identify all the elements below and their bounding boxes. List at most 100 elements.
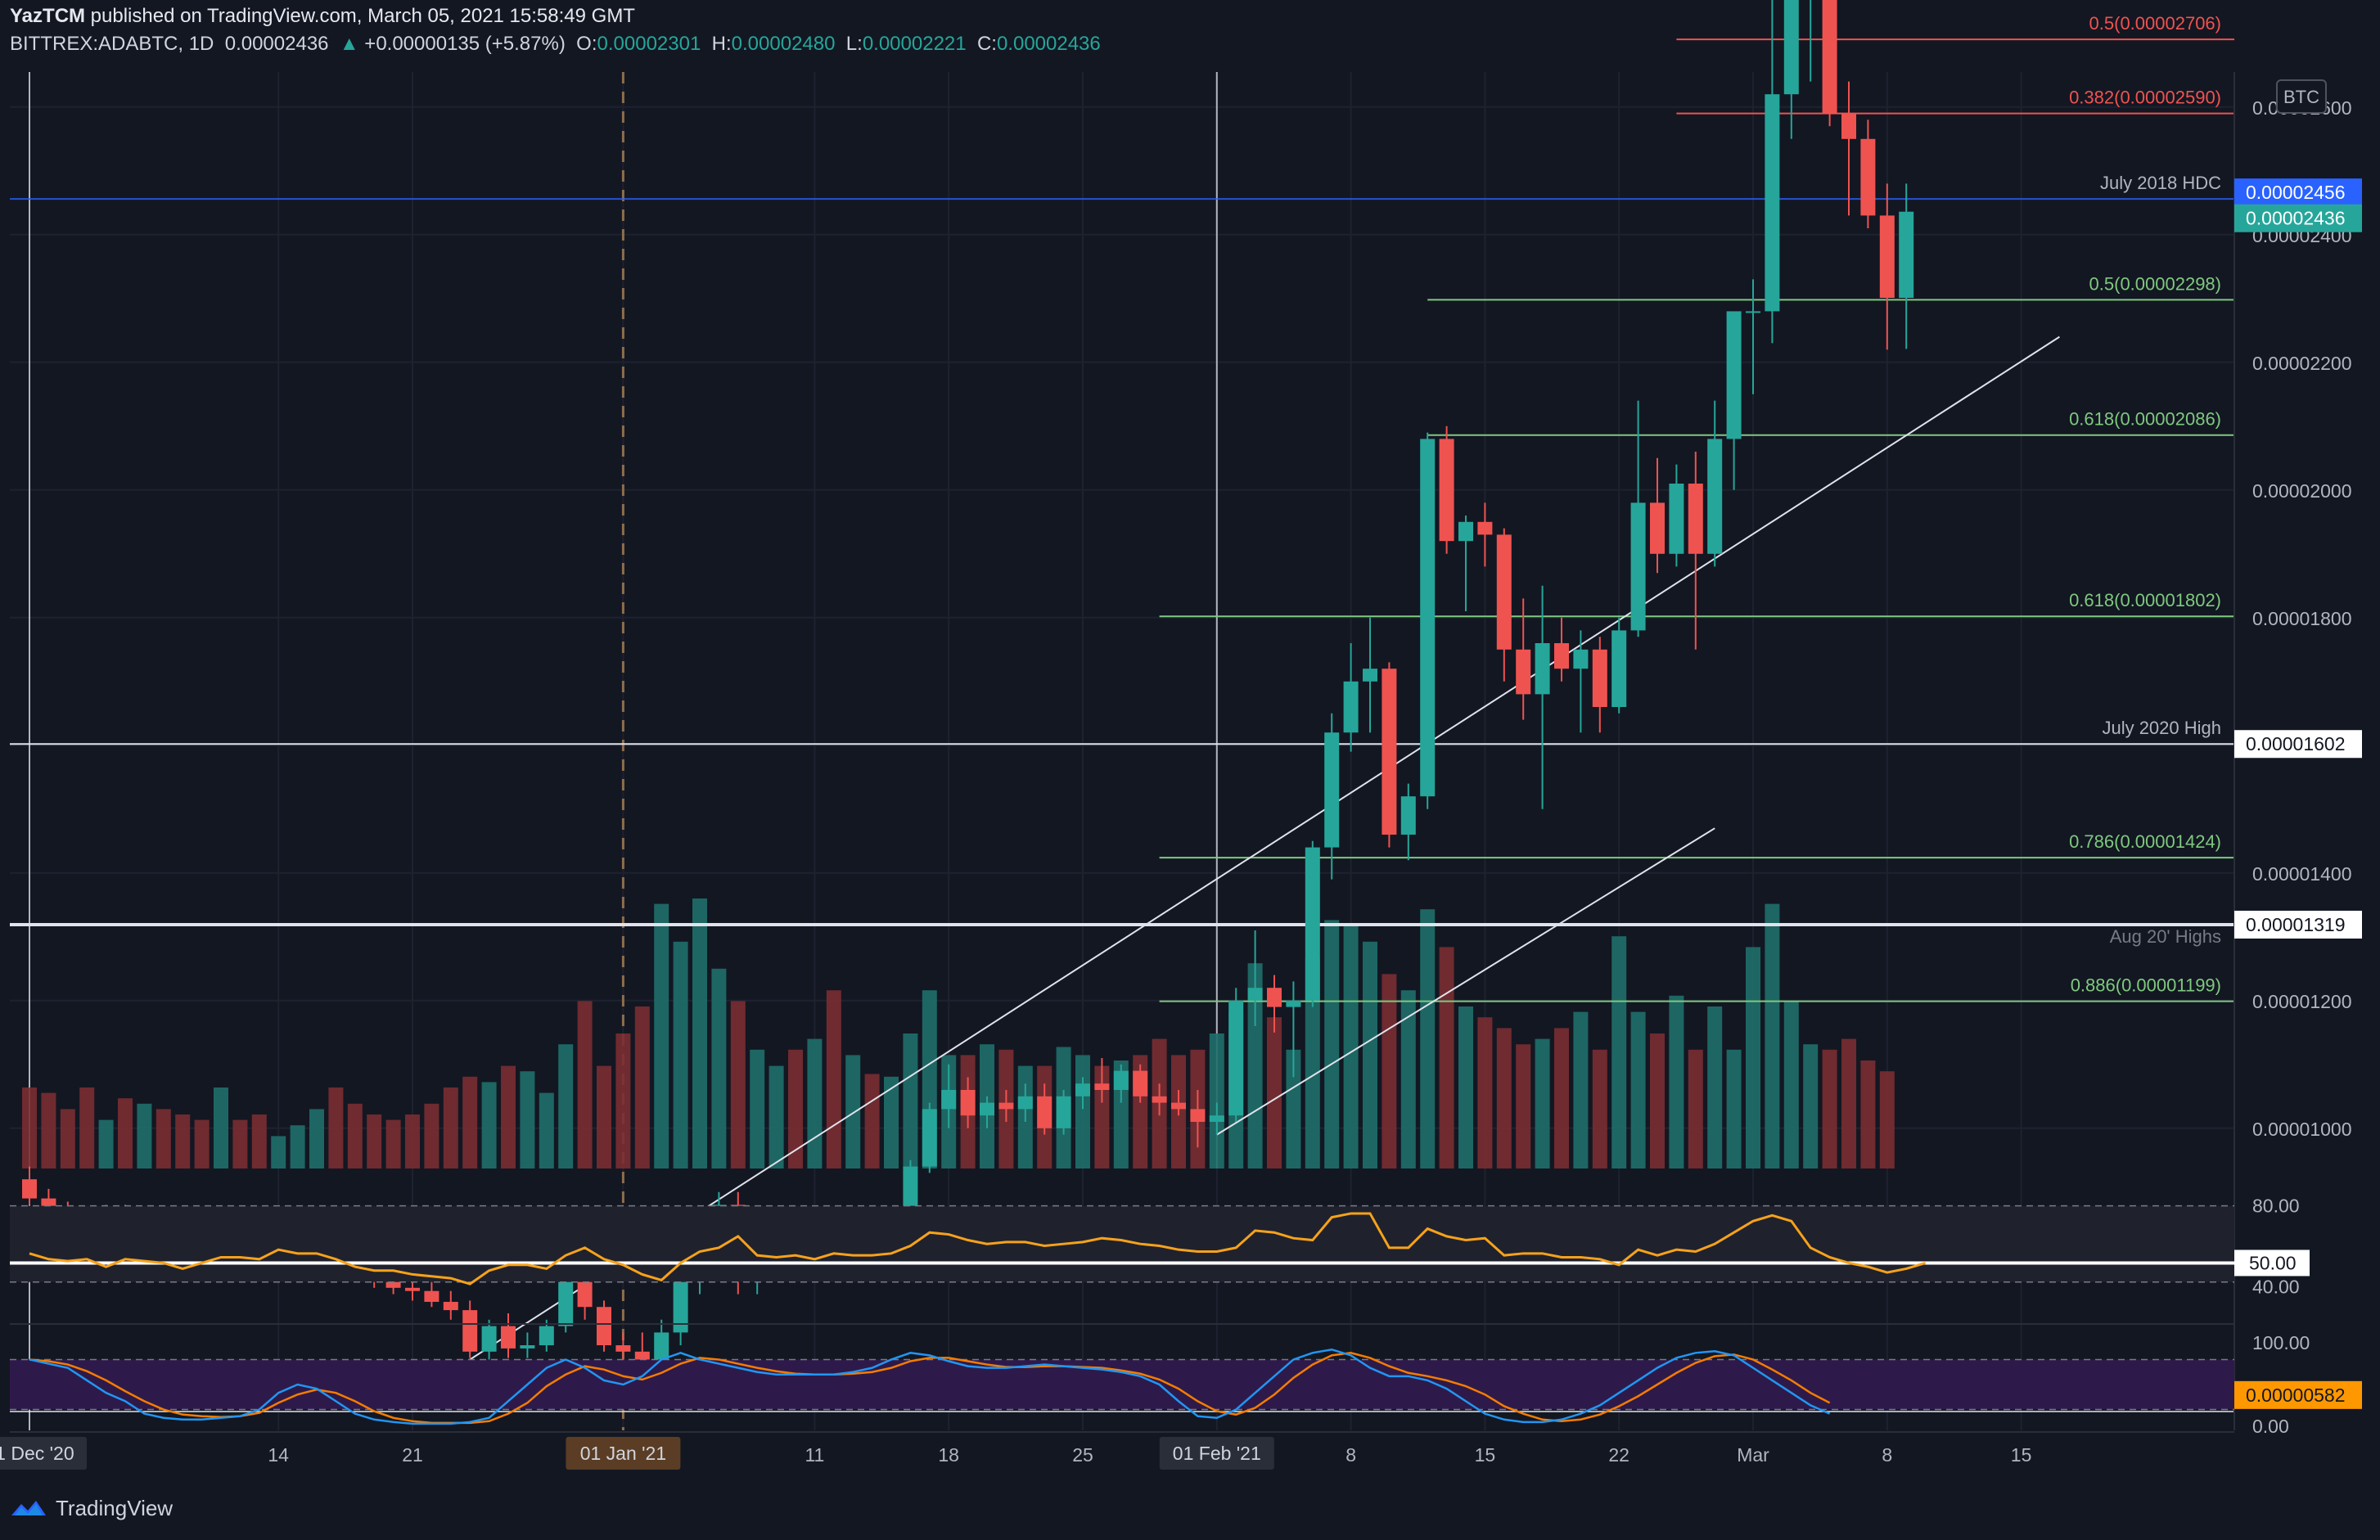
candle: [1075, 1077, 1090, 1110]
candle-body: [1746, 311, 1760, 313]
volume-bar: [137, 1103, 152, 1169]
price-axis-label: 0.00002000: [2252, 480, 2352, 502]
volume-bar: [1247, 963, 1263, 1169]
price-axis-label: 0.00002200: [2252, 353, 2352, 374]
volume-bar: [1573, 1011, 1589, 1169]
candle-body: [1688, 484, 1703, 554]
candle: [597, 1300, 611, 1352]
candle: [1810, 0, 1812, 82]
low-label: L:: [845, 33, 863, 55]
triangle-up-icon: ▲: [339, 33, 359, 55]
time-axis-boxed-label: 01 Jan '21: [566, 1437, 681, 1470]
candle-body: [1860, 138, 1876, 216]
candle: [1458, 516, 1473, 611]
volume-bar: [634, 1006, 650, 1169]
candle: [1630, 400, 1646, 637]
volume-bar: [462, 1076, 478, 1169]
volume-bar: [1535, 1038, 1550, 1169]
price-badge: 0.00001602: [2234, 730, 2362, 759]
price-badge: 0.00001319: [2234, 910, 2362, 939]
time-axis-label: 15: [2011, 1444, 2032, 1466]
candle-body: [577, 1281, 593, 1308]
volume-bar: [501, 1065, 516, 1169]
candle-body: [1630, 502, 1646, 631]
candle: [1324, 713, 1340, 880]
price-badge-label: 0.00002436: [2246, 208, 2346, 229]
time-axis-label: 01 Feb '21: [1173, 1443, 1261, 1464]
candle-body: [1899, 211, 1914, 299]
price-axis-label: 0.00001200: [2252, 991, 2352, 1012]
candle-body: [1343, 681, 1359, 733]
volume-bar: [1688, 1049, 1703, 1169]
volume-bar: [558, 1044, 574, 1169]
symbol-label[interactable]: BITTREX:ADABTC, 1D: [10, 33, 214, 55]
candle: [443, 1290, 458, 1320]
candle-body: [1017, 1096, 1033, 1110]
publish-info: YazTCM published on TradingView.com, Mar…: [10, 5, 635, 28]
volume-bar: [1841, 1038, 1856, 1169]
price-badge: 0.00002436: [2234, 204, 2362, 232]
volume-bar: [1363, 941, 1377, 1169]
price-badge: 0.00002456: [2234, 178, 2362, 207]
candle-body: [1305, 847, 1320, 1001]
price-badge-label: 0.00001319: [2246, 914, 2346, 935]
volume-bar: [654, 903, 669, 1169]
candle-body: [501, 1326, 516, 1349]
last-price: 0.00002436: [224, 33, 329, 55]
volume-bar: [1439, 947, 1454, 1169]
volume-bar: [194, 1119, 210, 1169]
candle: [1056, 1090, 1071, 1135]
candle-body: [1400, 796, 1416, 835]
candle-body: [22, 1179, 37, 1199]
candle-body: [615, 1345, 631, 1352]
candle-body: [1190, 1109, 1206, 1122]
candle: [1573, 630, 1589, 733]
candle: [1400, 783, 1416, 861]
candle: [1382, 662, 1397, 848]
candle: [998, 1090, 1014, 1122]
candle: [1247, 930, 1263, 1026]
time-axis-label: 25: [1072, 1444, 1093, 1466]
volume-bar: [22, 1087, 37, 1169]
open-label: O:: [576, 33, 597, 55]
low-value: 0.00002221: [862, 33, 967, 55]
time-axis-boxed-label: 01 Feb '21: [1159, 1437, 1274, 1470]
candle-body: [922, 1109, 937, 1167]
trendline-secondary: [1216, 827, 1715, 1136]
time-axis-label: 01 Dec '20: [0, 1443, 74, 1464]
volume-bar: [1305, 957, 1320, 1169]
currency-badge: BTC: [2276, 79, 2327, 114]
footer-brand[interactable]: TradingView: [10, 1496, 173, 1521]
candle: [1899, 183, 1914, 349]
volume-bar: [826, 990, 841, 1169]
stoch-k-line: [29, 1348, 1831, 1425]
volume-bar: [1477, 1017, 1493, 1169]
candle: [1822, 0, 1837, 127]
candle-body: [520, 1345, 535, 1349]
candle-body: [385, 1281, 401, 1288]
volume-bar: [1075, 1055, 1090, 1169]
price-axis-label: 0.00001800: [2252, 608, 2352, 629]
volume-bar: [1860, 1060, 1876, 1169]
candle-body: [1765, 94, 1780, 312]
volume-bar: [539, 1092, 554, 1169]
currency-label: BTC: [2283, 87, 2319, 107]
publisher-name: YazTCM: [10, 5, 86, 27]
candle-body: [1439, 439, 1454, 542]
rsi-mid-badge: 50.00: [2234, 1250, 2310, 1277]
volume-bar: [577, 1001, 593, 1169]
candle: [1746, 279, 1760, 394]
candle: [462, 1300, 478, 1358]
volume-bar: [1879, 1071, 1895, 1169]
volume-bar: [1765, 903, 1780, 1169]
candle: [1592, 637, 1607, 733]
volume-bar: [1803, 1044, 1819, 1169]
candle: [539, 1319, 554, 1352]
volume-bar: [692, 898, 707, 1169]
volume-bar: [424, 1103, 439, 1169]
candle-body: [1496, 534, 1512, 650]
candle: [1496, 528, 1512, 682]
volume-bar: [367, 1114, 382, 1169]
time-axis-boxed-label: 01 Dec '20: [0, 1437, 87, 1470]
